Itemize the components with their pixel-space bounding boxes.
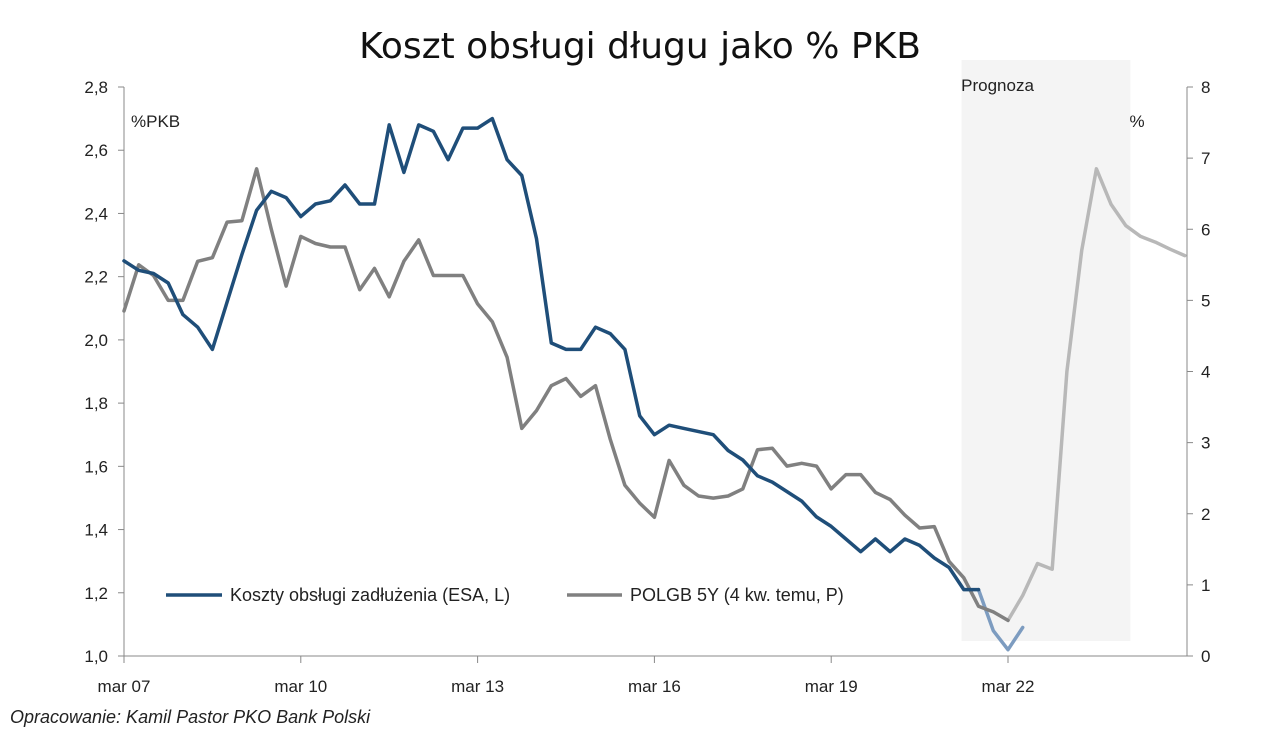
right-tick-label: 1: [1201, 576, 1210, 595]
right-tick-label: 4: [1201, 363, 1210, 382]
forecast-label: Prognoza: [961, 76, 1034, 95]
x-tick-label: mar 13: [451, 677, 504, 696]
left-tick-label: 2,8: [84, 78, 108, 97]
x-tick-label: mar 07: [98, 677, 151, 696]
legend-label-debt-cost: Koszty obsługi zadłużenia (ESA, L): [230, 585, 510, 605]
left-tick-label: 2,6: [84, 141, 108, 160]
right-tick-label: 5: [1201, 291, 1210, 310]
left-tick-label: 2,0: [84, 331, 108, 350]
left-tick-label: 1,6: [84, 457, 108, 476]
x-tick-label: mar 19: [805, 677, 858, 696]
x-tick-label: mar 22: [982, 677, 1035, 696]
x-tick-label: mar 10: [274, 677, 327, 696]
right-tick-label: 7: [1201, 149, 1210, 168]
right-tick-label: 3: [1201, 434, 1210, 453]
right-tick-label: 6: [1201, 220, 1210, 239]
right-tick-label: 8: [1201, 78, 1210, 97]
x-tick-label: mar 16: [628, 677, 681, 696]
left-tick-label: 1,0: [84, 647, 108, 666]
source-note: Opracowanie: Kamil Pastor PKO Bank Polsk…: [10, 707, 371, 727]
right-tick-label: 0: [1201, 647, 1210, 666]
labels-layer: 1,0 1,2 1,4 1,6 1,8 2,0 2,2 2,4 2,6 2,8 0 1 2 3 4 5 6 7 8 m…: [84, 78, 1210, 696]
legend-label-polgb: POLGB 5Y (4 kw. temu, P): [630, 585, 844, 605]
debt-cost-line: [122, 116, 981, 592]
chart-title: Koszt obsługi długu jako % PKB: [359, 26, 921, 67]
left-tick-label: 2,2: [84, 268, 108, 287]
right-axis-unit: %: [1129, 112, 1144, 131]
left-tick-label: 1,8: [84, 394, 108, 413]
left-tick-label: 2,4: [84, 204, 108, 223]
polgb-forecast-line: [1006, 167, 1187, 623]
polgb-line: [122, 167, 1010, 623]
left-tick-label: 1,2: [84, 584, 108, 603]
forecast-band: [961, 60, 1131, 641]
left-tick-label: 1,4: [84, 521, 108, 540]
series-layer: [122, 116, 1187, 652]
legend: Koszty obsługi zadłużenia (ESA, L) POLGB…: [166, 585, 844, 605]
left-axis-unit: %PKB: [131, 112, 180, 131]
right-tick-label: 2: [1201, 505, 1210, 524]
axes: [118, 86, 1193, 663]
